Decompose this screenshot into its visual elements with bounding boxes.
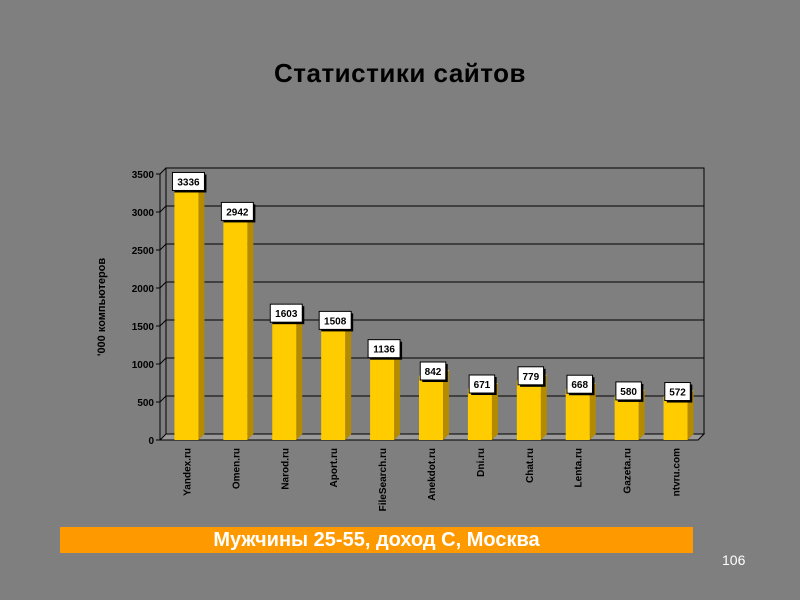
data-label: 779 [522,372,539,383]
x-tick-label: Aport.ru [329,448,340,487]
bar-side [247,210,254,440]
data-label: 1603 [275,309,298,320]
bar-side [394,347,401,440]
y-tick-label: 3000 [132,208,155,219]
x-tick-label: Chat.ru [525,448,536,483]
x-tick-label: Dni.ru [476,448,487,477]
x-tick-label: ntvru.com [672,448,683,496]
gridline-diag [159,395,167,403]
y-tick-label: 1500 [132,322,155,333]
bar-side [345,319,352,440]
y-tick-label: 3500 [132,170,155,181]
data-label-box [367,339,401,359]
data-label-box [566,374,593,394]
gridline-diag [159,357,167,365]
data-label: 580 [620,387,637,398]
bar-side [296,312,303,440]
data-label: 1508 [324,316,347,327]
bar [516,380,541,440]
bar-side [540,374,547,440]
data-label: 668 [571,380,588,391]
data-label-box [220,201,254,221]
bar [321,325,346,440]
bar-side [638,389,645,440]
bar [223,216,248,440]
bar [174,186,199,440]
x-tick-label: Omen.ru [231,448,242,489]
gridline-diag [159,243,167,251]
data-label: 2942 [226,207,249,218]
audience-banner: Мужчины 25-55, доход С, Москва [60,527,693,553]
y-tick-label: 2000 [132,284,155,295]
x-tick-label: Yandex.ru [182,448,193,496]
data-label: 671 [474,380,491,391]
gridline-diag [159,205,167,213]
data-label-box [468,374,496,394]
page-number: 106 [722,552,746,568]
bar [419,376,443,440]
data-label-box [615,381,642,401]
data-label: 572 [669,388,686,399]
slide-title: Статистики сайтов [273,58,527,88]
data-label-box [517,366,545,386]
gridline-diag [159,167,167,175]
bar [614,395,639,440]
y-tick-label: 1000 [132,360,155,371]
bar [467,389,492,440]
bar [370,353,395,440]
data-label-box [318,310,352,330]
x-tick-label: Lenta.ru [574,448,585,487]
bar-side [491,383,498,440]
x-tick-label: Gazeta.ru [623,448,634,494]
y-tick-label: 2500 [132,246,155,257]
x-tick-label: Narod.ru [280,448,291,490]
bar-side [589,383,596,440]
gridline-diag [159,281,167,289]
bar [272,318,297,440]
data-label: 842 [425,367,442,378]
data-label: 3336 [177,177,200,188]
bar-side [198,180,205,441]
data-label-box [419,361,447,381]
bar-side [443,370,449,440]
data-label-box [269,303,303,323]
bar [663,396,688,440]
y-tick-label: 500 [137,398,154,409]
bar-side [687,390,694,440]
data-label-box [171,171,205,191]
data-label: 1136 [373,345,395,356]
x-tick-label: FileSearch.ru [378,448,389,511]
y-axis-label: '000 компьютеров [96,258,108,357]
y-tick-label: 0 [148,436,154,447]
gridline-diag [159,319,167,327]
bar [565,389,590,440]
x-tick-label: Anekdot.ru [427,448,438,501]
data-label-box [664,382,691,402]
